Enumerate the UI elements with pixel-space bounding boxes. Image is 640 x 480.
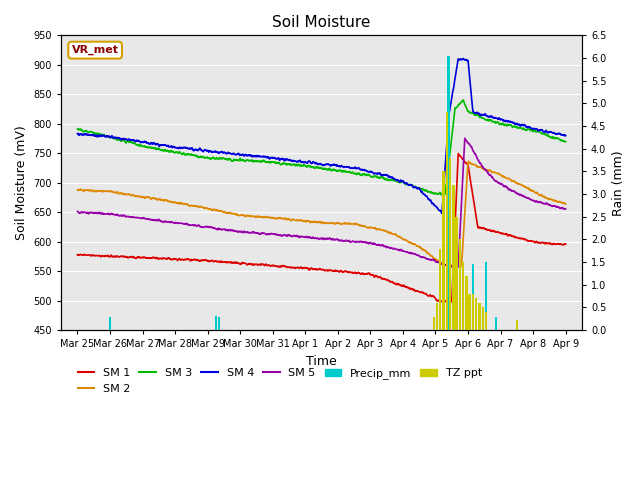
Bar bbox=[218, 316, 220, 330]
Bar bbox=[472, 264, 474, 330]
Bar bbox=[445, 112, 448, 330]
Bar bbox=[478, 316, 481, 330]
Bar bbox=[442, 317, 445, 330]
Bar bbox=[436, 303, 438, 330]
Bar bbox=[436, 314, 438, 330]
Bar bbox=[472, 294, 474, 330]
Bar bbox=[439, 249, 442, 330]
Bar bbox=[465, 276, 468, 330]
Bar bbox=[456, 217, 458, 330]
X-axis label: Time: Time bbox=[306, 355, 337, 368]
Bar bbox=[495, 317, 497, 330]
Bar bbox=[452, 312, 454, 330]
Legend: SM 1, SM 2, SM 3, SM 4, SM 5, Precip_mm, TZ ppt: SM 1, SM 2, SM 3, SM 4, SM 5, Precip_mm,… bbox=[73, 364, 486, 398]
Bar bbox=[456, 314, 458, 330]
Title: Soil Moisture: Soil Moisture bbox=[273, 15, 371, 30]
Y-axis label: Soil Moisture (mV): Soil Moisture (mV) bbox=[15, 125, 28, 240]
Bar bbox=[447, 56, 450, 330]
Text: VR_met: VR_met bbox=[72, 45, 118, 55]
Bar bbox=[449, 158, 451, 330]
Bar bbox=[484, 312, 487, 330]
Bar bbox=[475, 299, 477, 330]
Bar bbox=[481, 308, 484, 330]
Bar bbox=[462, 262, 464, 330]
Bar bbox=[478, 303, 481, 330]
Bar bbox=[459, 316, 461, 330]
Bar bbox=[433, 316, 435, 330]
Bar bbox=[459, 240, 461, 330]
Bar bbox=[467, 316, 469, 330]
Bar bbox=[214, 316, 217, 330]
Bar bbox=[439, 316, 442, 330]
Y-axis label: Rain (mm): Rain (mm) bbox=[612, 150, 625, 216]
Bar bbox=[484, 262, 487, 330]
Bar bbox=[452, 185, 454, 330]
Bar bbox=[442, 171, 445, 330]
Bar bbox=[468, 294, 471, 330]
Bar bbox=[109, 317, 111, 330]
Bar bbox=[516, 320, 518, 330]
